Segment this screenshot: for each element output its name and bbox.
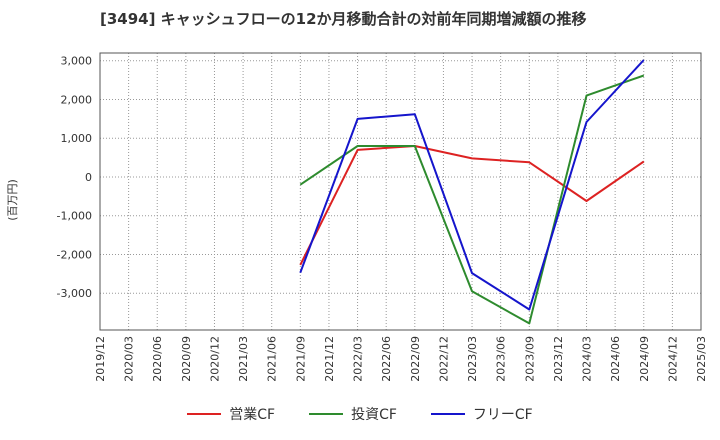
y-tick-label: -2,000 [57,248,92,261]
y-tick-label: 3,000 [61,55,93,68]
legend-label: 投資CF [351,407,397,423]
x-tick-label: 2020/09 [180,336,193,382]
x-tick-label: 2022/06 [380,336,393,382]
legend-item: フリーCF [430,404,533,424]
y-tick-label: -1,000 [57,210,92,223]
x-tick-label: 2021/06 [266,336,279,382]
x-tick-label: 2025/03 [695,336,708,382]
y-tick-label: 0 [85,171,92,184]
x-tick-label: 2023/03 [466,336,479,382]
legend-item: 営業CF [187,404,275,424]
y-tick-label: -3,000 [57,287,92,300]
x-tick-label: 2019/12 [94,336,107,382]
x-tick-label: 2021/03 [237,336,250,382]
series-line-営業CF [299,145,645,266]
x-tick-label: 2024/09 [638,336,651,382]
legend-label: 営業CF [229,407,276,423]
x-tick-label: 2024/03 [581,336,594,382]
x-tick-label: 2022/03 [352,336,365,382]
legend-swatch [187,413,222,415]
legend-swatch [309,413,344,415]
legend: 営業CF 投資CF フリーCF [0,404,720,424]
x-tick-label: 2024/06 [609,336,622,382]
x-tick-label: 2022/09 [409,336,422,382]
x-tick-label: 2021/12 [323,336,336,382]
series-line-フリーCF [299,59,645,311]
chart-title: [3494] キャッシュフローの12か月移動合計の対前年同期増減額の推移 [100,10,587,28]
x-tick-label: 2020/03 [123,336,136,382]
x-tick-label: 2020/12 [208,336,221,382]
series-line-投資CF [299,74,645,325]
plot-frame [99,52,702,331]
y-axis-label: (百万円) [6,179,19,221]
y-tick-label: 2,000 [61,93,93,106]
legend-label: フリーCF [472,407,533,423]
x-tick-label: 2023/12 [552,336,565,382]
x-tick-label: 2021/09 [294,336,307,382]
x-tick-label: 2023/09 [523,336,536,382]
legend-swatch [430,413,465,415]
x-tick-label: 2020/06 [151,336,164,382]
legend-item: 投資CF [309,404,397,424]
x-tick-label: 2024/12 [666,336,679,382]
x-tick-label: 2023/06 [495,336,508,382]
x-tick-label: 2022/12 [437,336,450,382]
y-tick-label: 1,000 [61,132,93,145]
